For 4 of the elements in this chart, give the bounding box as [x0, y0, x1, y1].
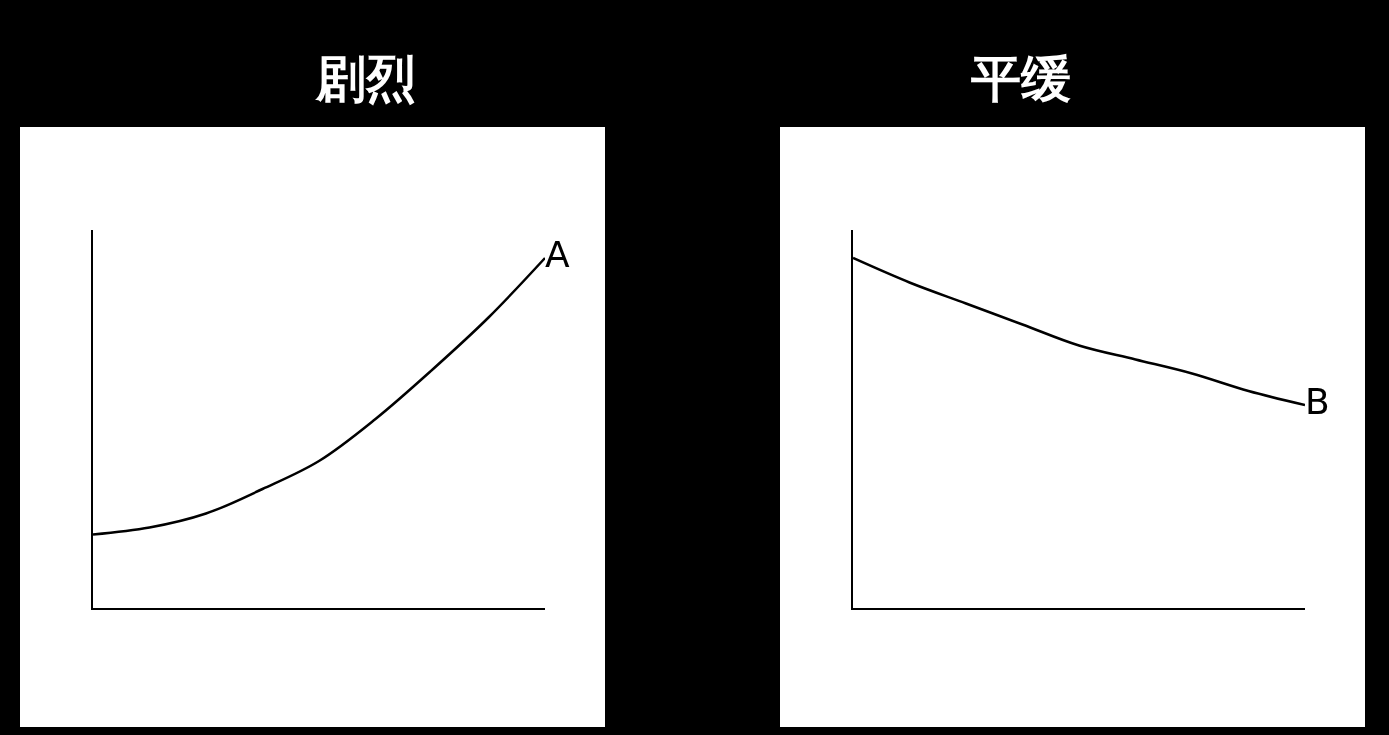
- chart-title: 剧烈: [315, 50, 416, 108]
- chart-title: 平缓: [970, 50, 1071, 108]
- series-label: A: [545, 234, 570, 275]
- series-label: B: [1305, 381, 1330, 422]
